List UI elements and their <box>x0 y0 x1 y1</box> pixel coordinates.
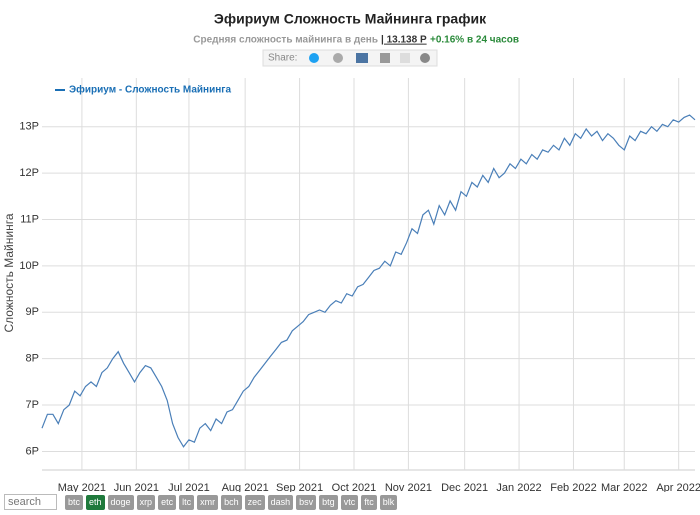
change: +0.16% в 24 часов <box>430 35 519 46</box>
subtitle: Средняя сложность майнинга в день <box>193 35 378 46</box>
coin-tag[interactable]: xmr <box>197 494 219 510</box>
y-tick-label: 8P <box>26 353 39 365</box>
coin-tag[interactable]: blk <box>379 494 398 510</box>
twitter-icon[interactable] <box>309 53 319 63</box>
y-tick-label: 13P <box>19 121 39 133</box>
coin-tag[interactable]: ftc <box>361 494 377 510</box>
search-box[interactable]: search <box>4 494 57 510</box>
like-icon[interactable] <box>380 53 390 63</box>
coin-tag[interactable]: eth <box>86 494 105 510</box>
y-tick-label: 10P <box>19 260 39 272</box>
x-tick-label: Jan 2022 <box>496 482 541 492</box>
coin-tag[interactable]: xrp <box>136 494 156 510</box>
y-tick-label: 6P <box>26 445 39 457</box>
y-tick-label: 12P <box>19 167 39 179</box>
share-bar <box>262 49 438 67</box>
y-tick-label: 9P <box>26 306 39 318</box>
x-tick-label: Mar 2022 <box>601 482 647 492</box>
vk-icon[interactable] <box>356 53 368 63</box>
coin-tag[interactable]: zec <box>244 494 265 510</box>
coin-tag[interactable]: etc <box>158 494 177 510</box>
coin-tag[interactable]: btc <box>65 494 84 510</box>
x-tick-label: Aug 2021 <box>222 482 269 492</box>
data-line <box>41 114 696 448</box>
x-tick-label: Nov 2021 <box>385 482 432 492</box>
x-tick-label: Dec 2021 <box>441 482 488 492</box>
chart-title: Эфириум Сложность Майнинга график <box>214 11 487 27</box>
share-label: Share: <box>268 53 297 64</box>
x-tick-label: Apr 2022 <box>656 482 700 492</box>
reddit-icon[interactable] <box>333 53 343 63</box>
coin-tag[interactable]: vtc <box>340 494 359 510</box>
y-axis-title: Сложность Майнинга <box>2 213 16 332</box>
x-tick-label: May 2021 <box>58 482 106 492</box>
x-tick-label: Jul 2021 <box>168 482 210 492</box>
weibo-icon[interactable] <box>420 53 430 63</box>
coin-tag[interactable]: bsv <box>296 494 317 510</box>
coin-tag[interactable]: bch <box>221 494 242 510</box>
coin-tag[interactable]: ltc <box>179 494 195 510</box>
current-value: | 13.138 P <box>381 35 427 46</box>
coin-tag[interactable]: dash <box>267 494 294 510</box>
coin-tag[interactable]: btg <box>319 494 338 510</box>
chart: Эфириум Сложность Майнинга график Средня… <box>2 11 700 492</box>
coin-tag[interactable]: doge <box>107 494 134 510</box>
share-icon[interactable] <box>400 53 410 63</box>
x-tick-label: Jun 2021 <box>114 482 159 492</box>
x-tick-label: Feb 2022 <box>550 482 596 492</box>
x-tick-label: Sep 2021 <box>276 482 323 492</box>
legend-label: Эфириум - Сложность Майнинга <box>69 84 231 96</box>
x-tick-label: Oct 2021 <box>332 482 377 492</box>
y-tick-label: 11P <box>20 213 39 225</box>
y-tick-label: 7P <box>26 399 39 411</box>
coin-bar: search btc eth doge xrp etc ltc xmr bch zec dash b… <box>4 494 398 510</box>
